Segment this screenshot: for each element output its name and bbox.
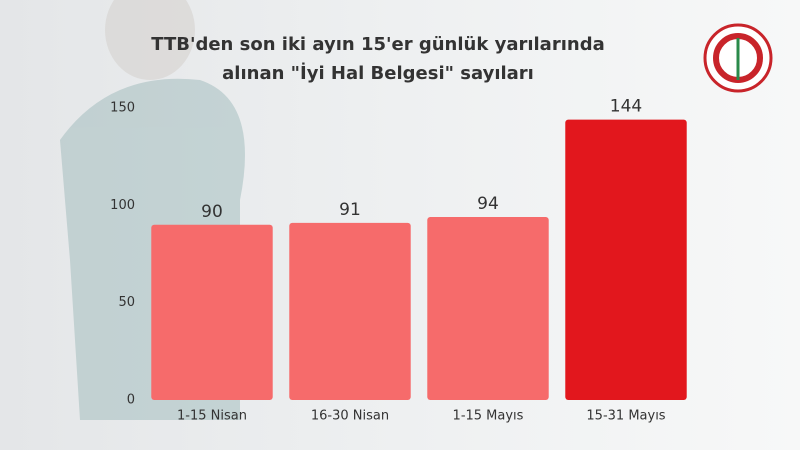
x-tick-label: 1-15 Nisan — [177, 409, 247, 424]
y-tick-label: 150 — [110, 101, 135, 116]
bar — [565, 119, 687, 401]
chart-title: TTB'den son iki ayın 15'er günlük yarıla… — [151, 34, 604, 55]
y-tick-label: 50 — [118, 295, 135, 310]
x-tick-label: 1-15 Mayıs — [453, 409, 524, 424]
y-tick-label: 0 — [127, 393, 135, 408]
value-label: 90 — [201, 202, 223, 222]
bar — [151, 224, 273, 400]
chart-title: alınan "İyi Hal Belgesi" sayıları — [222, 62, 534, 84]
value-label: 144 — [610, 97, 642, 117]
value-label: 94 — [477, 194, 499, 214]
bar — [289, 222, 411, 400]
value-label: 91 — [339, 200, 361, 220]
x-tick-label: 16-30 Nisan — [311, 409, 389, 424]
y-tick-label: 100 — [110, 198, 135, 213]
x-tick-label: 15-31 Mayıs — [586, 409, 665, 424]
bar — [427, 217, 549, 400]
logo — [703, 23, 773, 93]
